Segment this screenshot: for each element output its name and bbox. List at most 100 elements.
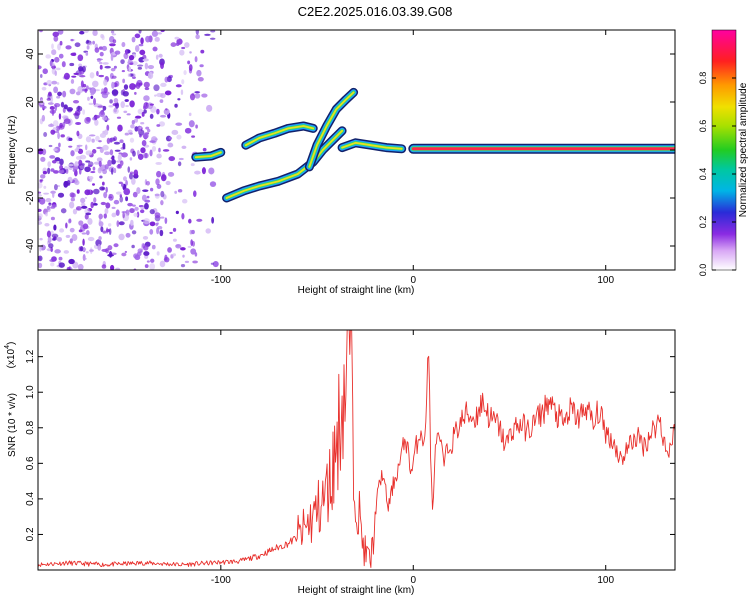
noise-point	[105, 247, 110, 254]
noise-point	[157, 32, 162, 35]
spectrogram-y-tick-label: 0	[25, 147, 36, 153]
noise-point	[48, 91, 52, 97]
noise-point	[55, 67, 61, 71]
noise-point	[131, 36, 136, 43]
noise-point	[75, 206, 82, 211]
noise-point	[117, 124, 123, 132]
noise-point	[72, 208, 78, 215]
noise-point	[194, 170, 201, 175]
noise-point	[123, 110, 128, 114]
noise-point	[63, 104, 68, 110]
noise-point	[98, 221, 104, 227]
noise-point	[138, 82, 143, 86]
noise-point	[102, 168, 108, 175]
noise-point	[143, 245, 149, 251]
noise-point	[209, 37, 216, 40]
noise-point	[60, 101, 65, 108]
noise-point	[70, 192, 76, 198]
noise-point	[79, 30, 85, 35]
spectrogram-y-tick-label: 40	[25, 48, 36, 60]
noise-point	[131, 61, 138, 66]
noise-point	[147, 71, 154, 80]
noise-point	[156, 153, 162, 159]
noise-point	[149, 103, 154, 106]
noise-point	[38, 213, 43, 219]
noise-point	[78, 168, 82, 175]
noise-point	[157, 225, 163, 230]
noise-point	[71, 234, 78, 241]
noise-point	[56, 82, 60, 85]
noise-point	[165, 180, 171, 186]
noise-point	[51, 159, 57, 164]
noise-point	[155, 161, 162, 165]
noise-point	[53, 102, 61, 108]
noise-point	[85, 160, 91, 163]
noise-point	[38, 221, 43, 225]
noise-point	[75, 91, 81, 96]
noise-point	[58, 256, 63, 261]
noise-point	[86, 39, 90, 44]
noise-point	[46, 79, 53, 86]
noise-point	[69, 227, 75, 233]
noise-point	[108, 105, 114, 108]
noise-point	[93, 197, 97, 204]
noise-point	[136, 211, 140, 218]
noise-point	[159, 114, 167, 118]
spectrogram-x-tick-label: 0	[410, 275, 416, 286]
track-core	[244, 125, 315, 147]
noise-point	[38, 191, 42, 194]
noise-point	[182, 254, 185, 258]
noise-point	[42, 170, 48, 175]
noise-point	[101, 264, 107, 269]
noise-point	[51, 204, 57, 208]
noise-point	[133, 212, 138, 217]
noise-point	[116, 116, 122, 119]
noise-point	[149, 209, 155, 215]
colorbar: 0.0 0.2 0.4 0.6 0.8 Normalized spectral ampl…	[698, 29, 749, 276]
noise-point	[152, 46, 158, 52]
noise-point	[39, 73, 43, 78]
noise-point	[97, 167, 102, 174]
noise-point	[140, 122, 145, 125]
snr-panel: -100 0 100 0.2 0.4 0.6 0.8 1.0 1.2 Height of st…	[4, 329, 676, 596]
noise-point	[73, 72, 80, 75]
noise-point	[149, 140, 156, 143]
snr-x-ticks: -100 0 100	[211, 330, 614, 586]
noise-point	[188, 112, 192, 117]
noise-point	[85, 212, 92, 216]
noise-point	[56, 236, 63, 242]
noise-point	[98, 61, 103, 65]
noise-point	[149, 149, 153, 157]
noise-point	[190, 163, 195, 167]
noise-point	[111, 75, 117, 79]
noise-point	[204, 33, 211, 36]
noise-point	[49, 155, 56, 159]
noise-point	[168, 156, 176, 162]
noise-point	[44, 222, 50, 227]
noise-point	[134, 33, 141, 39]
noise-point	[91, 80, 99, 88]
noise-point	[134, 91, 137, 95]
noise-point	[137, 108, 144, 115]
noise-point	[59, 158, 64, 166]
noise-point	[105, 202, 111, 209]
noise-point	[140, 147, 146, 154]
noise-point	[76, 189, 80, 194]
noise-point	[134, 206, 139, 211]
noise-point	[188, 218, 192, 224]
noise-point	[98, 236, 102, 241]
noise-point	[122, 90, 129, 97]
noise-point	[58, 169, 65, 174]
noise-point	[188, 68, 193, 74]
noise-point	[137, 66, 143, 70]
noise-point	[201, 93, 208, 98]
noise-point	[131, 244, 135, 249]
noise-point	[187, 60, 191, 65]
noise-point	[121, 152, 128, 158]
noise-point	[115, 267, 121, 270]
noise-point	[70, 150, 75, 157]
noise-point	[69, 62, 75, 67]
noise-point	[123, 52, 129, 60]
spectrogram-x-tick-label: -100	[211, 275, 231, 286]
noise-point	[202, 147, 207, 152]
